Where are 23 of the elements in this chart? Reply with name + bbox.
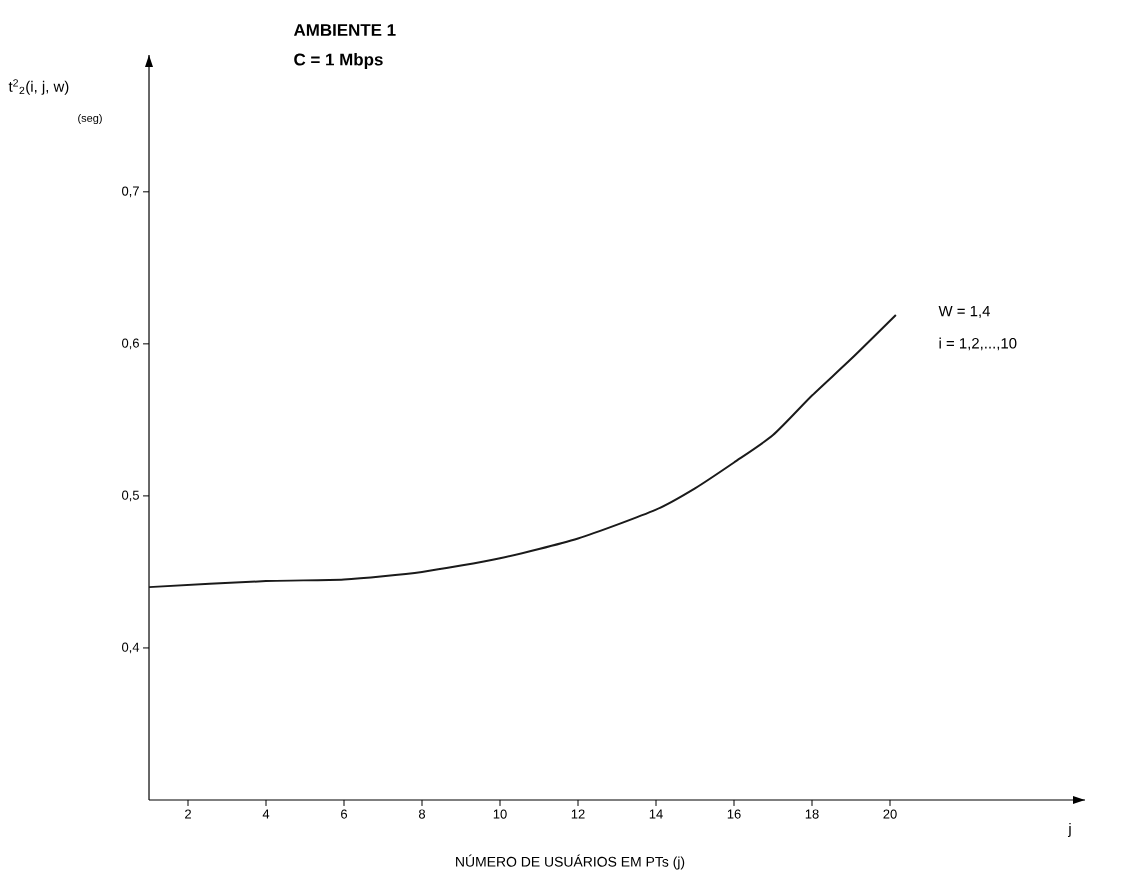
y-axis-title: t$^{2}$$_{2}$(i, j, w) xyxy=(8,79,69,95)
x-tick-label: 8 xyxy=(418,809,426,819)
y-tick-label: 0,6 xyxy=(122,338,139,350)
y-tick-label: 0,5 xyxy=(122,490,139,502)
text: (seg) xyxy=(78,113,102,125)
x-tick-label: 14 xyxy=(649,809,663,819)
chart-title: AMBIENTE 1 xyxy=(293,24,396,36)
y-tick-label: 0,4 xyxy=(122,642,140,654)
x-axis-title: NÚMERO DE USUÁRIOS EM PTs (j) xyxy=(456,854,685,870)
x-tick-label: 20 xyxy=(883,809,897,819)
y-tick-label: 0,7 xyxy=(122,186,139,198)
x-tick-label: 4 xyxy=(262,809,270,819)
x-tick-label: 12 xyxy=(571,809,585,819)
text: j xyxy=(1067,823,1071,837)
chart-subtitle: C = 1 Mbps xyxy=(294,53,383,69)
x-tick-label: 6 xyxy=(341,809,348,819)
x-tick-label: 16 xyxy=(727,809,741,819)
x-tick-label: 2 xyxy=(185,809,191,819)
line-series xyxy=(148,313,897,589)
annotation: W = 1,4 xyxy=(938,305,990,319)
annotation: i = 1,2,...,10 xyxy=(939,337,1017,351)
x-tick-label: 18 xyxy=(805,809,819,819)
x-tick-label: 10 xyxy=(493,809,507,819)
